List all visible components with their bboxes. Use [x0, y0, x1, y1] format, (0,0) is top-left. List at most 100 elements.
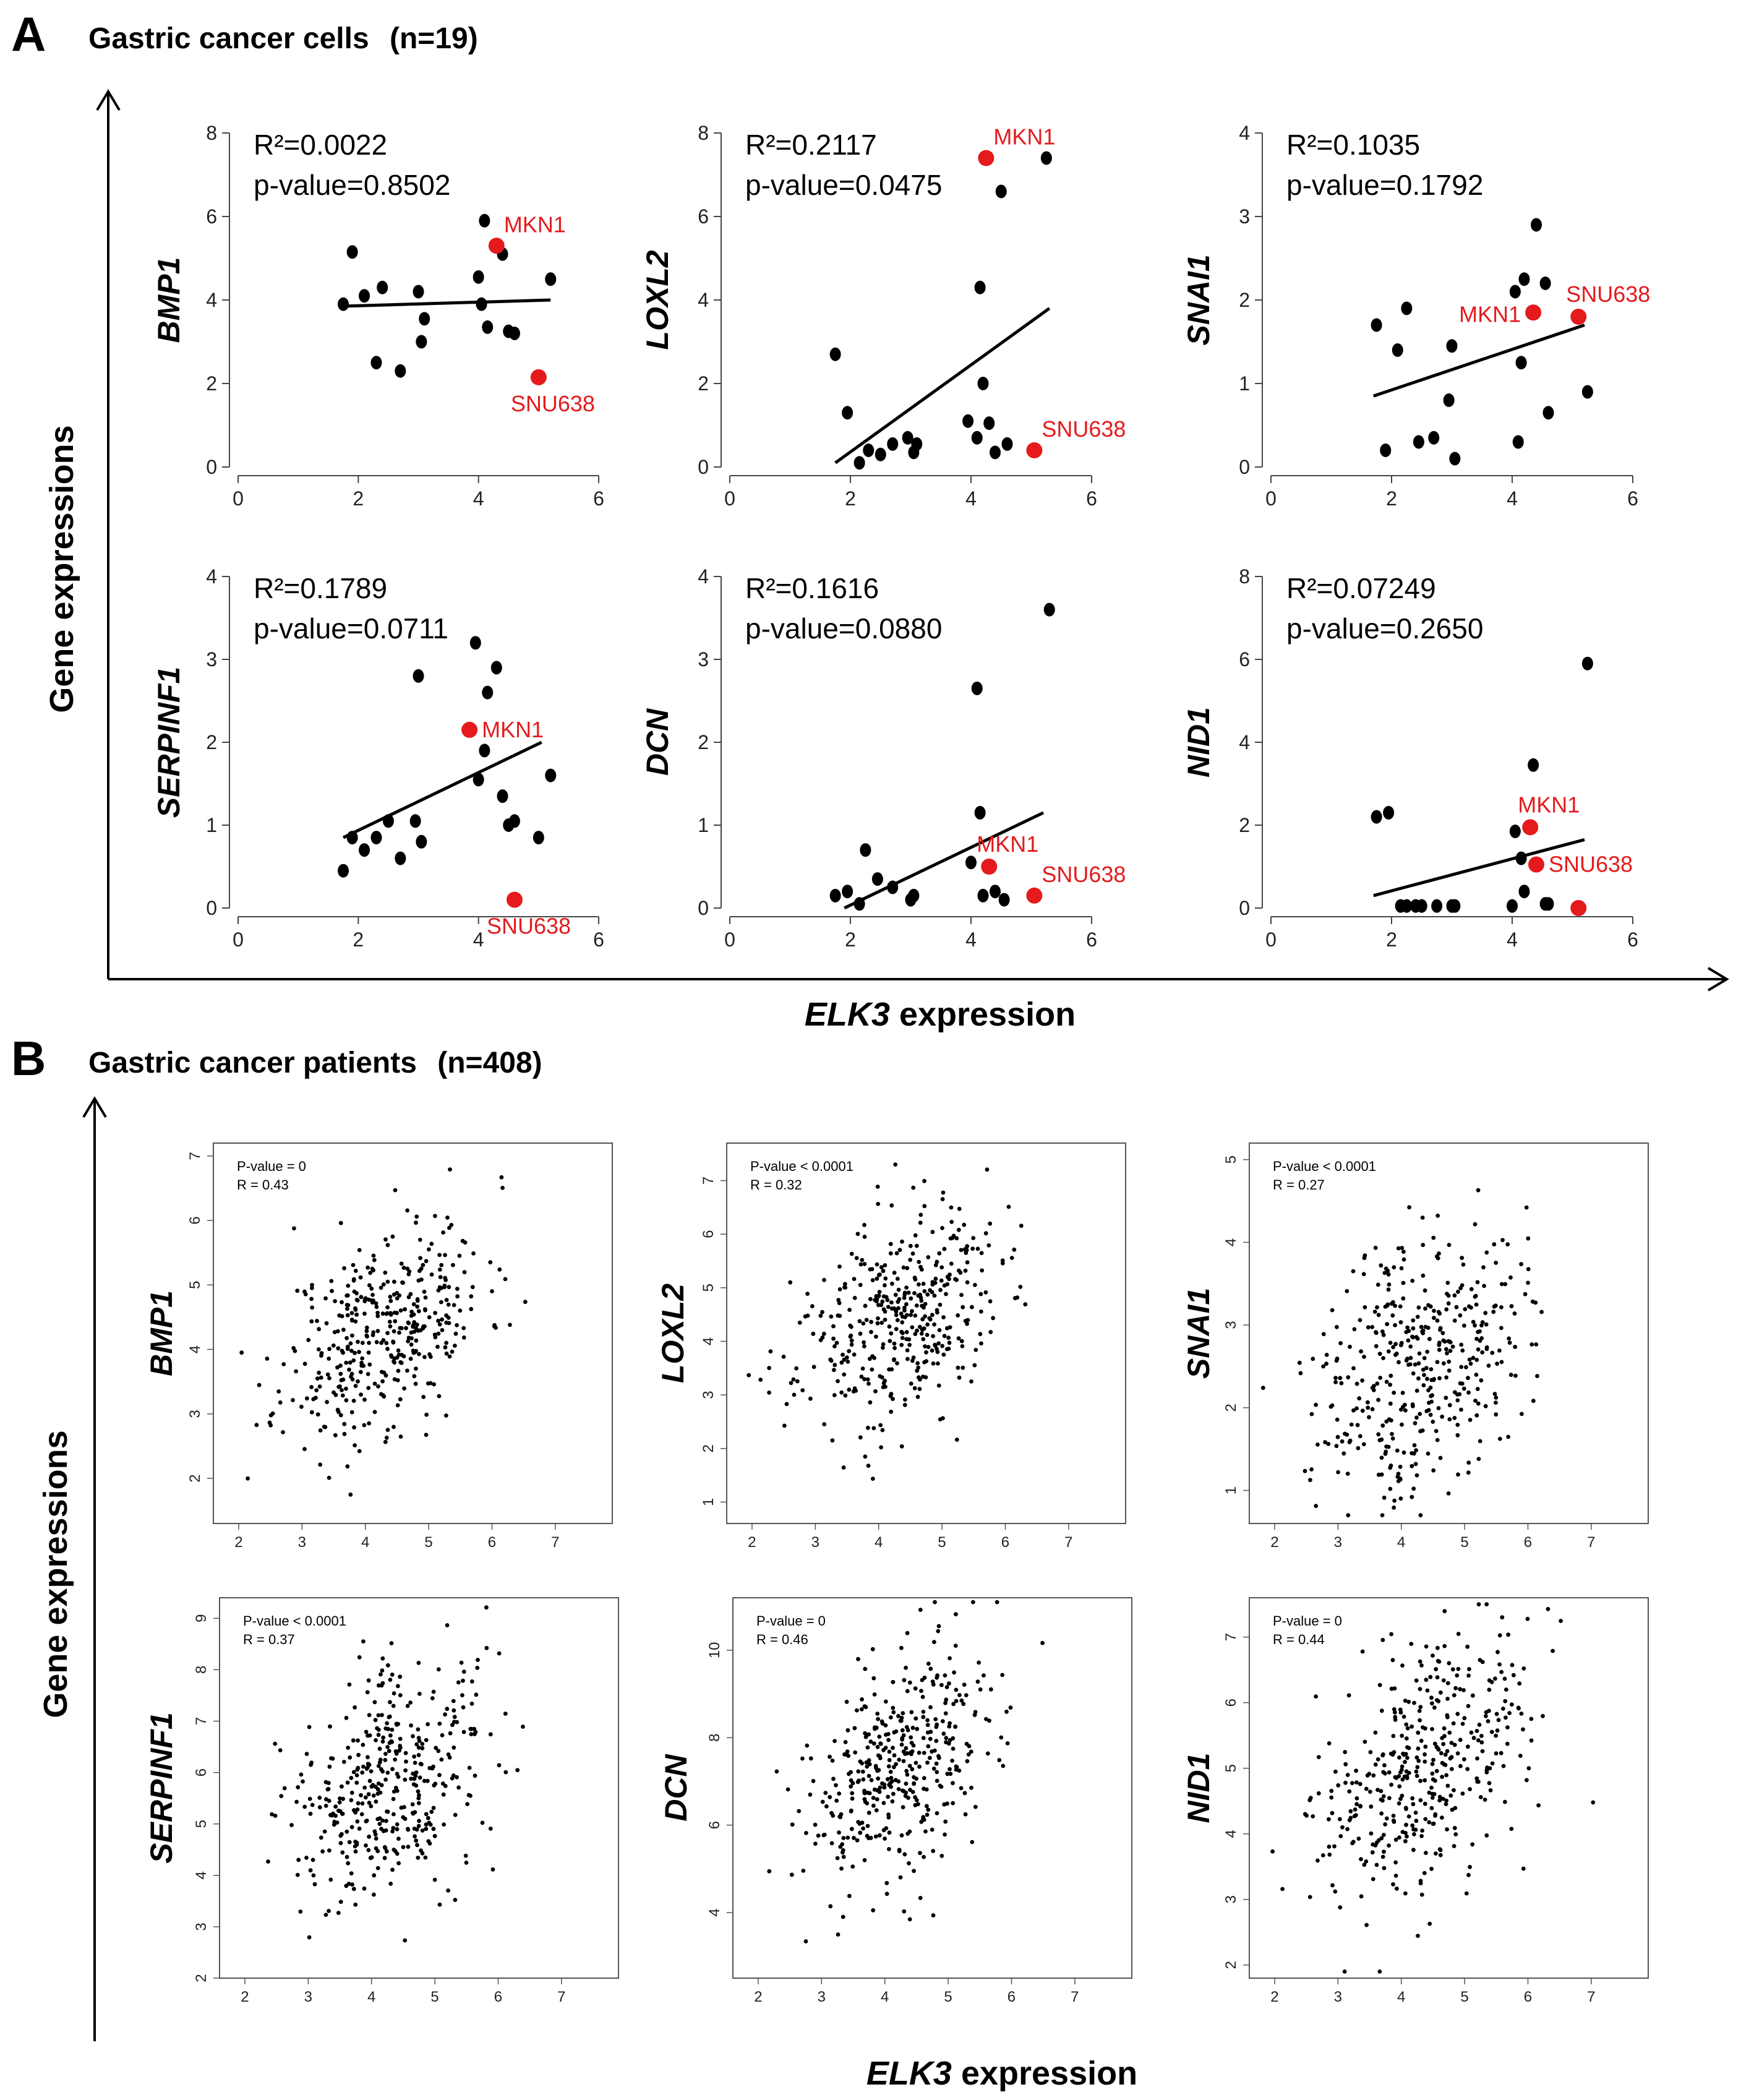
- data-point: [1422, 1801, 1427, 1806]
- data-point: [375, 1329, 380, 1334]
- data-point: [1397, 1774, 1401, 1779]
- data-point: [1476, 1188, 1481, 1193]
- data-point: [767, 1366, 771, 1371]
- data-point: [1437, 1794, 1442, 1799]
- data-point: [1426, 1303, 1431, 1308]
- data-point: [310, 1286, 314, 1290]
- data-point: [970, 1305, 974, 1309]
- data-point: [935, 1308, 939, 1313]
- data-point: [327, 1347, 332, 1352]
- data-point: [1531, 1399, 1536, 1404]
- data-point: [417, 1352, 421, 1356]
- data-point: [917, 1751, 922, 1755]
- data-point: [944, 1292, 948, 1296]
- data-point: [420, 1828, 425, 1833]
- highlight-point-mkn1: [1525, 304, 1542, 321]
- r-squared-label: R²=0.2117: [745, 129, 877, 161]
- data-point: [1314, 1402, 1319, 1407]
- data-point: [338, 1900, 343, 1905]
- data-point: [852, 1296, 857, 1300]
- data-point: [455, 1294, 460, 1299]
- data-point: [545, 768, 557, 782]
- data-point: [1364, 1859, 1369, 1864]
- data-point: [1478, 1329, 1482, 1334]
- data-point: [469, 1294, 474, 1299]
- data-point: [338, 1220, 343, 1225]
- highlight-point-snu638: [1570, 309, 1587, 325]
- data-point: [497, 1651, 502, 1656]
- data-point: [1455, 1392, 1460, 1397]
- data-point: [344, 1715, 349, 1720]
- data-point: [902, 1290, 907, 1295]
- data-point: [904, 1330, 909, 1334]
- data-point: [1440, 1331, 1445, 1335]
- data-point: [1339, 1381, 1344, 1386]
- data-point: [923, 1301, 928, 1306]
- data-point: [461, 1678, 465, 1683]
- data-point: [408, 1292, 413, 1296]
- data-point: [296, 1858, 301, 1862]
- data-point: [345, 1306, 349, 1311]
- data-point: [351, 1399, 356, 1404]
- data-point: [319, 1835, 323, 1840]
- data-point: [886, 1738, 891, 1742]
- data-point: [1408, 1356, 1413, 1360]
- data-point: [837, 1287, 842, 1292]
- data-point: [878, 1272, 882, 1277]
- data-point: [842, 1752, 847, 1757]
- data-point: [1315, 1858, 1320, 1863]
- data-point: [838, 1845, 843, 1849]
- data-point: [876, 1294, 881, 1298]
- data-point: [940, 1226, 944, 1230]
- data-point: [1452, 1788, 1456, 1793]
- data-point: [348, 1341, 353, 1346]
- data-point: [273, 1814, 278, 1818]
- data-point: [1406, 1699, 1411, 1704]
- data-point: [1409, 1642, 1414, 1647]
- highlight-label: SNU638: [1042, 416, 1126, 442]
- data-point: [941, 1719, 945, 1724]
- data-point: [1486, 1363, 1491, 1368]
- data-point: [416, 1660, 421, 1665]
- data-point: [1449, 899, 1461, 913]
- data-point: [918, 1851, 922, 1856]
- data-point: [1388, 1382, 1393, 1387]
- data-point: [938, 1303, 943, 1307]
- data-point: [1350, 1841, 1355, 1846]
- data-point: [1466, 1304, 1471, 1309]
- data-point: [338, 1413, 343, 1418]
- data-point: [503, 1277, 508, 1282]
- data-point: [1497, 1662, 1502, 1667]
- data-point: [385, 1428, 390, 1433]
- data-point: [1406, 1814, 1411, 1819]
- data-point: [413, 1773, 418, 1778]
- data-point: [402, 1386, 406, 1391]
- data-point: [413, 669, 424, 683]
- data-point: [1515, 356, 1527, 370]
- data-point: [961, 1702, 966, 1707]
- data-point: [414, 1770, 419, 1775]
- data-point: [904, 1285, 909, 1290]
- data-point: [1369, 1831, 1374, 1836]
- highlight-point-mkn1: [1522, 819, 1539, 836]
- data-point: [276, 1389, 281, 1394]
- data-point: [944, 1697, 949, 1702]
- data-point: [417, 1793, 421, 1798]
- data-point: [432, 1833, 437, 1838]
- x-tick-label: 0: [724, 487, 735, 510]
- data-point: [1421, 1725, 1425, 1730]
- data-point: [933, 1717, 938, 1721]
- data-point: [842, 406, 853, 420]
- data-point: [339, 1378, 344, 1382]
- data-point: [391, 1292, 396, 1297]
- data-point: [355, 1298, 360, 1303]
- data-point: [362, 1297, 367, 1301]
- data-point: [1507, 899, 1518, 913]
- data-point: [470, 1285, 475, 1290]
- data-point: [1333, 1769, 1338, 1774]
- data-point: [1366, 1400, 1370, 1405]
- data-point: [1298, 1371, 1303, 1376]
- data-point: [853, 1750, 858, 1755]
- y-tick-label: 4: [206, 289, 217, 311]
- y-tick-label: 2: [1223, 1961, 1239, 1969]
